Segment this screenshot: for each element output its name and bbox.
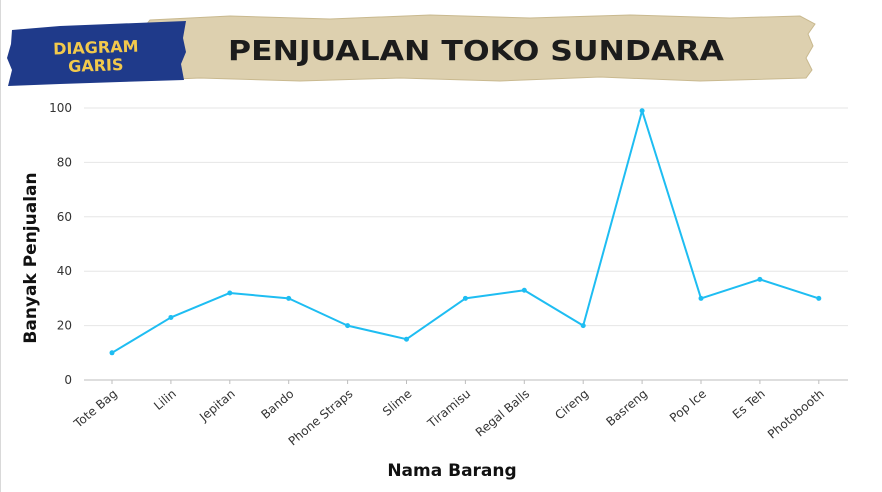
data-point <box>698 295 704 301</box>
x-tick-label: Basreng <box>603 387 650 429</box>
data-point <box>345 323 351 329</box>
x-tick-label: Tote Bag <box>71 387 120 432</box>
data-point <box>521 287 527 293</box>
y-tick-label: 100 <box>49 101 72 115</box>
x-tick-label: Tiramisu <box>424 387 473 431</box>
y-tick-label: 20 <box>57 319 72 333</box>
data-point <box>580 323 586 329</box>
x-tick-label: Slime <box>380 387 415 419</box>
data-point <box>462 295 468 301</box>
y-axis-title: Banyak Penjualan <box>21 172 41 343</box>
left-border <box>0 0 1 492</box>
series-line <box>111 109 820 354</box>
header-banner <box>7 14 816 86</box>
data-point <box>639 108 645 114</box>
x-tick-label: Bando <box>258 387 296 422</box>
x-axis-title: Nama Barang <box>387 461 516 481</box>
data-point <box>816 295 822 301</box>
y-tick-label: 60 <box>57 210 72 224</box>
y-tick-label: 0 <box>64 373 72 387</box>
y-tick-label: 80 <box>57 155 72 169</box>
x-tick-label: Pop Ice <box>667 387 709 425</box>
series-layer <box>109 108 822 356</box>
x-tick-label: Jepitan <box>196 387 238 425</box>
x-tick-label: Cireng <box>552 387 591 423</box>
y-tick-labels: 0 20 40 60 80 100 <box>49 101 72 387</box>
x-tick-label: Es Teh <box>730 387 768 422</box>
data-point <box>286 295 292 301</box>
y-tick-label: 40 <box>57 264 72 278</box>
data-point <box>168 314 174 320</box>
data-point <box>109 350 115 356</box>
data-point <box>227 290 233 296</box>
x-tick-label: Lilin <box>151 387 179 413</box>
gridlines <box>84 107 848 381</box>
x-tick-label: Photobooth <box>765 387 827 442</box>
data-point <box>757 276 763 282</box>
diagram-badge <box>7 21 186 86</box>
x-tick-label: Regal Balls <box>473 387 532 440</box>
x-tick-label: Phone Straps <box>286 387 356 449</box>
data-point <box>404 336 409 342</box>
